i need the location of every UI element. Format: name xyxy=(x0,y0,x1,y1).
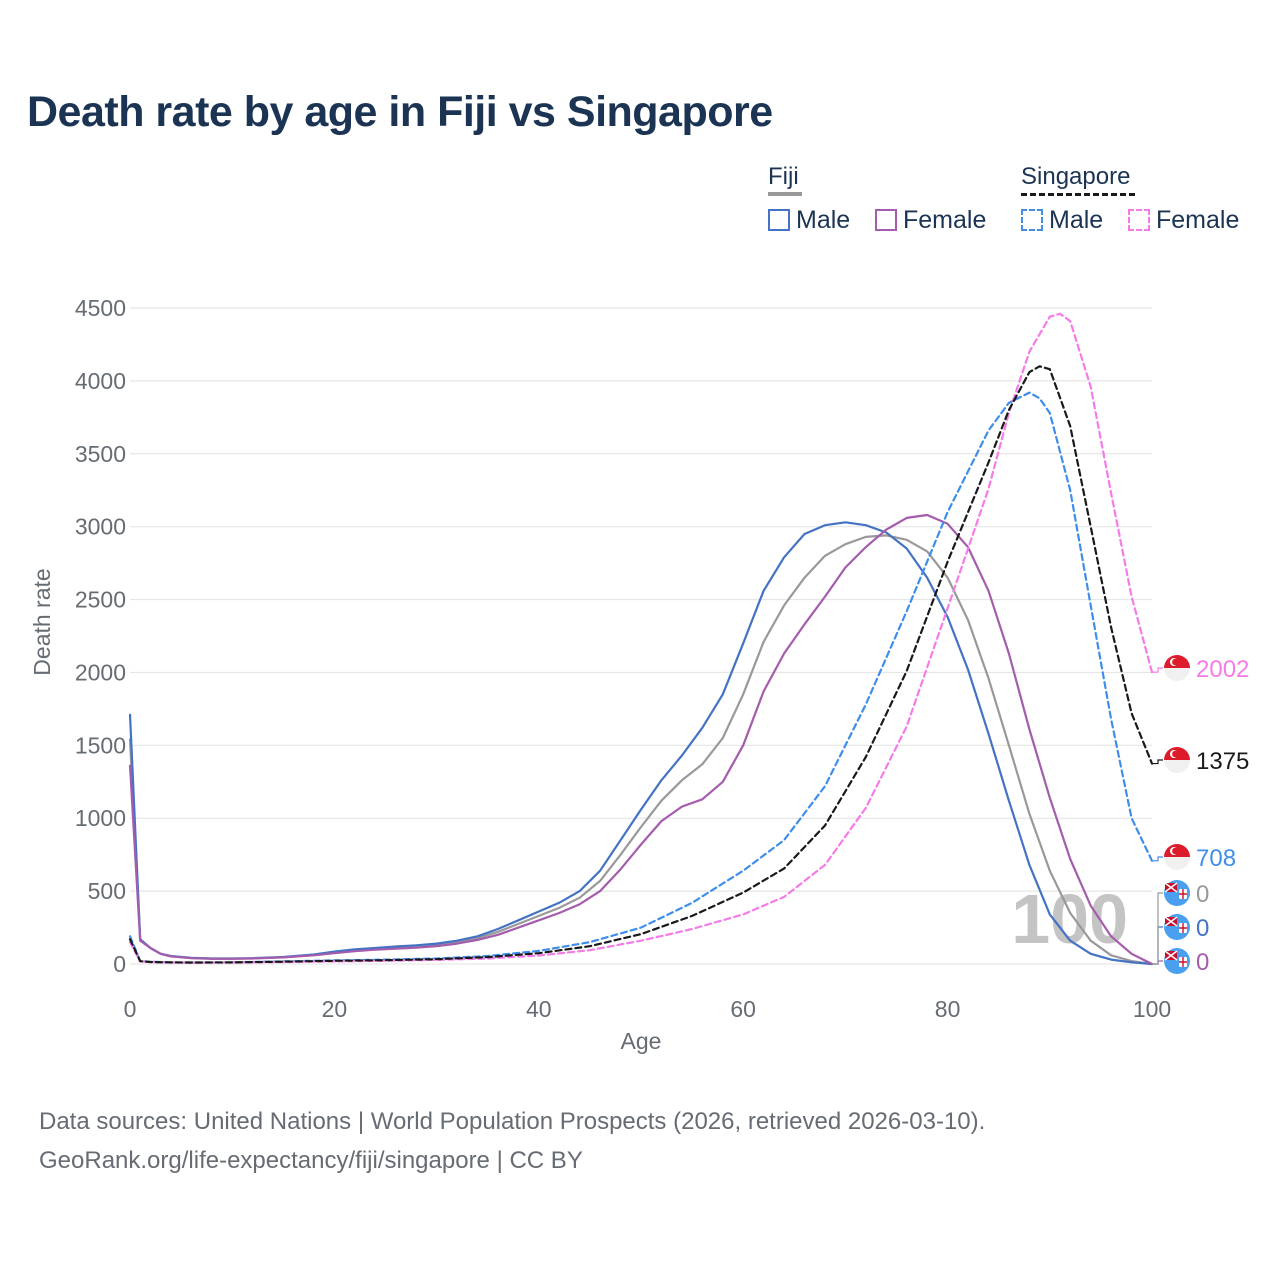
legend-group-singapore-label: Singapore xyxy=(1021,163,1131,190)
legend-singapore-female[interactable]: Female xyxy=(1128,206,1239,234)
end-labels: 0 0 0 708 2002 1375 xyxy=(1152,655,1249,976)
legend-group-fiji-line xyxy=(768,192,802,196)
chart-title: Death rate by age in Fiji vs Singapore xyxy=(27,88,773,136)
legend-fiji-female-label: Female xyxy=(903,205,987,234)
y-tick-label: 3500 xyxy=(75,441,126,467)
y-tick-label: 3000 xyxy=(75,514,126,540)
legend-singapore-male-swatch xyxy=(1021,209,1043,231)
end-label-connector xyxy=(1152,759,1163,765)
legend-group-fiji-title[interactable]: Fiji xyxy=(768,163,802,196)
y-axis-label: Death rate xyxy=(29,568,55,675)
x-tick-label: 20 xyxy=(322,996,348,1022)
y-tick-label: 1500 xyxy=(75,732,126,758)
legend-singapore-female-label: Female xyxy=(1156,205,1240,234)
end-label-connector xyxy=(1152,892,1163,965)
y-tick-label: 1000 xyxy=(75,805,126,831)
y-tick-label: 2500 xyxy=(75,587,126,613)
series-line-fiji-female[interactable] xyxy=(128,513,1154,966)
series-line-singapore-female[interactable] xyxy=(128,312,1154,964)
singapore-flag-icon xyxy=(1164,844,1190,870)
x-tick-label: 100 xyxy=(1133,996,1171,1022)
x-tick-label: 40 xyxy=(526,996,552,1022)
end-value-label: 0 xyxy=(1196,915,1209,942)
end-label-connector xyxy=(1152,856,1163,862)
fiji-flag-icon xyxy=(1164,914,1190,940)
y-tick-label: 0 xyxy=(113,951,126,977)
legend-singapore-female-swatch xyxy=(1128,209,1150,231)
series-line-singapore-male[interactable] xyxy=(128,391,1154,964)
end-value-label: 2002 xyxy=(1196,656,1249,683)
fiji-flag-icon xyxy=(1164,880,1190,906)
legend-fiji-female[interactable]: Female xyxy=(875,206,986,234)
series-line-fiji-male[interactable] xyxy=(128,521,1154,966)
legend-singapore-male-label: Male xyxy=(1049,205,1104,234)
x-tick-label: 80 xyxy=(935,996,961,1022)
singapore-flag-icon xyxy=(1164,747,1190,773)
end-value-label: 0 xyxy=(1196,881,1209,908)
y-tick-label: 2000 xyxy=(75,659,126,685)
singapore-flag-icon xyxy=(1164,655,1190,681)
end-value-label: 708 xyxy=(1196,845,1236,872)
legend-fiji-male[interactable]: Male xyxy=(768,206,850,234)
footer-attribution[interactable]: GeoRank.org/life-expectancy/fiji/singapo… xyxy=(39,1147,583,1174)
y-tick-label: 4500 xyxy=(75,295,126,321)
axis-ticks: 0 500 1000 1500 2000 2500 3000 3500 4000 4500 0 20 4… xyxy=(75,295,1171,1022)
x-axis-label: Age xyxy=(621,1028,662,1054)
footer-sources: Data sources: United Nations | World Pop… xyxy=(39,1108,986,1135)
gridlines xyxy=(130,307,1152,965)
end-label-connector xyxy=(1152,667,1163,673)
x-tick-label: 60 xyxy=(730,996,756,1022)
legend-fiji-female-swatch xyxy=(875,209,897,231)
y-tick-label: 500 xyxy=(88,878,126,904)
legend-singapore-male[interactable]: Male xyxy=(1021,206,1103,234)
end-value-label: 1375 xyxy=(1196,748,1249,775)
legend-fiji-male-swatch xyxy=(768,209,790,231)
legend-fiji-male-label: Male xyxy=(796,205,851,234)
age-watermark: 100 xyxy=(1011,880,1128,958)
series-line-singapore-total[interactable] xyxy=(128,365,1154,964)
x-tick-label: 0 xyxy=(124,996,137,1022)
y-tick-label: 4000 xyxy=(75,368,126,394)
fiji-flag-icon xyxy=(1164,948,1190,974)
legend-group-singapore-line xyxy=(1021,193,1135,196)
legend-group-singapore-title[interactable]: Singapore xyxy=(1021,163,1135,196)
end-value-label: 0 xyxy=(1196,949,1209,976)
legend-group-fiji-label: Fiji xyxy=(768,163,799,190)
series-lines xyxy=(128,312,1154,966)
